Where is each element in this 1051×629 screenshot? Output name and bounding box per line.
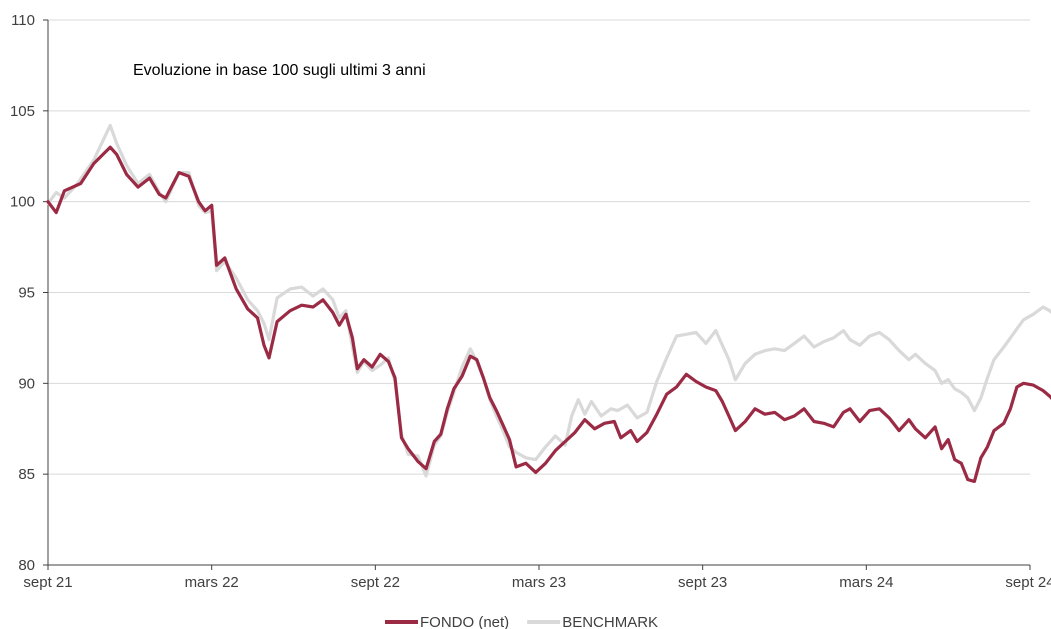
x-tick-label: sept 22 [351, 574, 400, 591]
x-tick-label: sept 24 [1005, 574, 1051, 591]
y-tick-label: 80 [18, 557, 35, 574]
legend: FONDO (net) BENCHMARK [385, 614, 658, 629]
x-tick-label: mars 24 [839, 574, 893, 591]
legend-label: BENCHMARK [562, 614, 658, 629]
series-line-fondo-net [46, 145, 1051, 483]
chart-title: Evoluzione in base 100 sugli ultimi 3 an… [133, 62, 426, 79]
series-line-benchmark [46, 123, 1051, 478]
x-tick-label: sept 23 [678, 574, 727, 591]
x-tick-label: mars 22 [185, 574, 239, 591]
y-tick-label: 90 [18, 375, 35, 392]
y-tick-label: 95 [18, 285, 35, 302]
x-tick-label: mars 23 [512, 574, 566, 591]
series-lines [46, 123, 1051, 483]
legend-label: FONDO (net) [420, 614, 509, 629]
x-tick-labels: sept 21 mars 22 sept 22 mars 23 sept 23 mars … [23, 574, 1051, 591]
y-tick-label: 110 [11, 12, 35, 29]
y-tick-label: 100 [10, 194, 35, 211]
y-tick-labels: 80 85 90 95 100 105 110 [10, 12, 35, 574]
axes [43, 19, 1031, 570]
x-tick-label: sept 21 [23, 574, 72, 591]
y-tick-label: 105 [10, 103, 35, 120]
gridlines [48, 19, 1030, 475]
y-tick-label: 85 [18, 466, 35, 483]
